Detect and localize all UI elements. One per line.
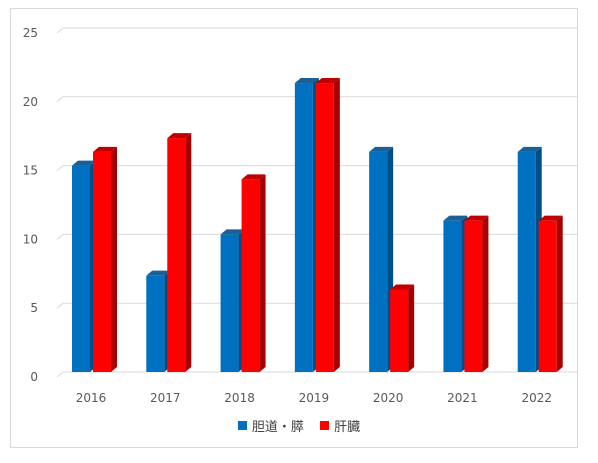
x-tick-label-2019: 2019 bbox=[299, 391, 330, 405]
bar-top-1-2022 bbox=[517, 146, 542, 152]
bar-side-2-2016 bbox=[111, 146, 117, 372]
bar-2-2021 bbox=[464, 215, 489, 372]
bar-side-2-2020 bbox=[408, 284, 415, 372]
bar-front-2-2021 bbox=[464, 220, 483, 372]
y-tick-label-15: 15 bbox=[23, 164, 38, 178]
bar-1-2022 bbox=[517, 146, 542, 372]
bar-front-2-2019 bbox=[315, 83, 334, 372]
bar-front-1-2020 bbox=[369, 151, 388, 372]
gridline-diag-15 bbox=[56, 165, 64, 171]
bar-2-2017 bbox=[167, 133, 192, 372]
bar-1-2016 bbox=[72, 160, 96, 372]
bar-front-1-2018 bbox=[220, 234, 239, 372]
bar-front-2-2020 bbox=[390, 289, 409, 372]
bar-1-2017 bbox=[146, 270, 171, 372]
bar-top-2-2017 bbox=[167, 133, 192, 139]
bar-2-2016 bbox=[93, 146, 117, 372]
x-tick-label-2016: 2016 bbox=[76, 391, 107, 405]
bar-side-2-2017 bbox=[185, 133, 192, 372]
bar-1-2021 bbox=[443, 215, 468, 372]
x-tick-label-2018: 2018 bbox=[224, 391, 255, 405]
bar-top-1-2019 bbox=[294, 78, 319, 84]
bar-side-2-2022 bbox=[556, 215, 563, 372]
bar-front-2-2016 bbox=[93, 151, 111, 372]
bar-top-1-2018 bbox=[220, 229, 245, 235]
bar-front-1-2019 bbox=[294, 83, 313, 372]
bar-side-2-2019 bbox=[333, 78, 340, 372]
y-tick-label-5: 5 bbox=[30, 301, 38, 315]
bar-2-2019 bbox=[315, 78, 340, 372]
y-tick-label-10: 10 bbox=[23, 232, 38, 246]
bar-top-1-2021 bbox=[443, 215, 468, 221]
bar-front-1-2021 bbox=[443, 220, 462, 372]
bar-top-1-2017 bbox=[146, 270, 171, 276]
bar-1-2020 bbox=[369, 146, 394, 372]
bar-front-2-2018 bbox=[241, 179, 260, 372]
bar-top-2-2022 bbox=[538, 215, 563, 221]
gridline-diag-0 bbox=[56, 371, 64, 378]
gridline-diag-25 bbox=[56, 27, 64, 34]
gridline-diag-10 bbox=[56, 234, 64, 240]
bar-side-2-2018 bbox=[259, 174, 266, 372]
bar-front-2-2017 bbox=[167, 138, 186, 372]
bar-front-1-2017 bbox=[146, 275, 165, 372]
legend-item-series-2: 肝臓 bbox=[320, 416, 360, 435]
bar-top-1-2016 bbox=[72, 160, 96, 166]
bar-2-2022 bbox=[538, 215, 563, 372]
x-tick-label-2020: 2020 bbox=[373, 391, 404, 405]
bar-2-2020 bbox=[390, 284, 415, 372]
bar-top-2-2019 bbox=[315, 78, 340, 84]
y-tick-label-20: 20 bbox=[23, 95, 38, 109]
bar-top-1-2020 bbox=[369, 146, 394, 152]
bar-top-2-2016 bbox=[93, 146, 117, 152]
x-tick-label-2021: 2021 bbox=[447, 391, 478, 405]
bar-front-1-2022 bbox=[517, 151, 536, 372]
gridline-diag-20 bbox=[56, 96, 64, 103]
bar-2-2018 bbox=[241, 174, 266, 372]
bar-top-2-2021 bbox=[464, 215, 489, 221]
bar-top-2-2020 bbox=[390, 284, 415, 290]
legend-item-series-1: 胆道・膵 bbox=[237, 416, 304, 435]
legend-label-series-1: 胆道・膵 bbox=[251, 420, 304, 435]
legend-swatch-series-2 bbox=[320, 421, 330, 430]
bar-top-2-2018 bbox=[241, 174, 266, 180]
bar-1-2019 bbox=[294, 78, 319, 372]
bar-side-2-2021 bbox=[482, 215, 489, 372]
legend-label-series-2: 肝臓 bbox=[334, 420, 361, 435]
legend-swatch-series-1 bbox=[237, 421, 247, 430]
gridline-diag-5 bbox=[56, 302, 64, 309]
bar-front-2-2022 bbox=[538, 220, 557, 372]
y-tick-label-25: 25 bbox=[23, 26, 38, 40]
x-tick-label-2022: 2022 bbox=[521, 391, 552, 405]
bar-1-2018 bbox=[220, 229, 245, 372]
x-tick-label-2017: 2017 bbox=[150, 391, 181, 405]
bar-front-1-2016 bbox=[72, 165, 90, 372]
legend: 胆道・膵 肝臓 bbox=[0, 416, 598, 435]
y-tick-label-0: 0 bbox=[30, 370, 38, 384]
